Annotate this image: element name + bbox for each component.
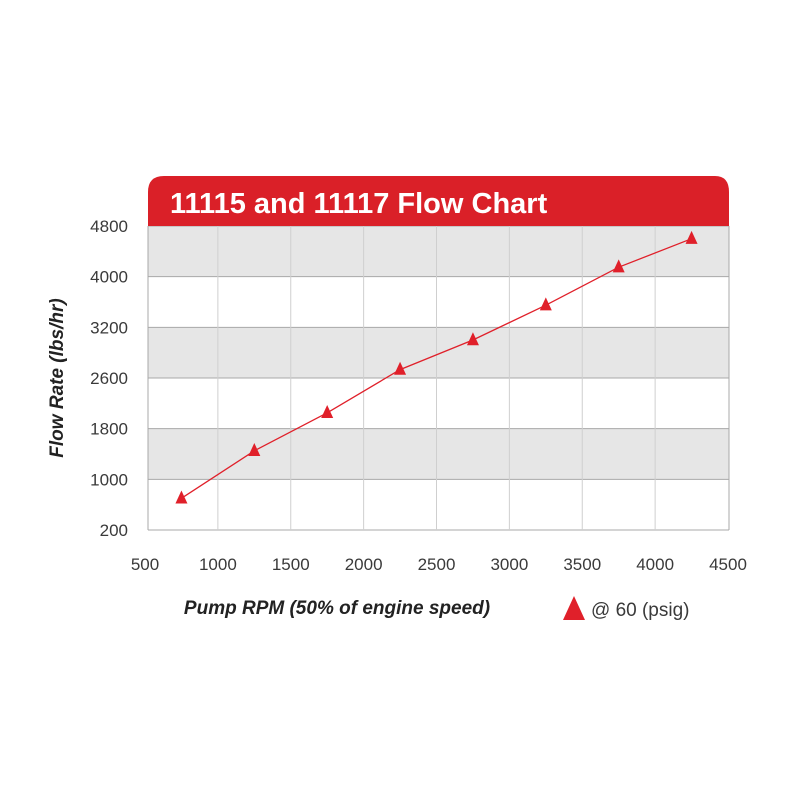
x-tick-label: 3000 <box>490 555 528 574</box>
plot-band <box>148 378 729 429</box>
x-axis-ticks: 500 1000 1500 2000 2500 3000 3500 4000 4500 <box>131 555 747 574</box>
data-point-marker <box>321 405 334 419</box>
y-tick-label: 1800 <box>90 420 128 439</box>
y-tick-label: 4800 <box>90 217 128 236</box>
plot-band <box>148 276 729 328</box>
plot-band <box>148 327 729 378</box>
plot-band <box>148 428 729 480</box>
series-layer <box>175 230 698 504</box>
legend-triangle-icon <box>563 596 585 620</box>
data-point-marker <box>394 361 407 375</box>
x-axis-label: Pump RPM (50% of engine speed) <box>184 598 490 619</box>
x-tick-label: 2500 <box>418 555 456 574</box>
data-point-marker <box>466 332 479 346</box>
series-line <box>181 238 692 499</box>
y-axis-label: Flow Rate (lbs/hr) <box>47 298 68 457</box>
x-tick-label: 1000 <box>199 555 237 574</box>
x-tick-label: 4500 <box>709 555 747 574</box>
x-tick-label: 3500 <box>563 555 601 574</box>
plot-bands <box>148 226 729 530</box>
x-tick-label: 2000 <box>345 555 383 574</box>
plot-border <box>147 226 730 530</box>
y-tick-label: 200 <box>100 521 128 540</box>
data-point-marker <box>175 490 188 504</box>
data-point-marker <box>685 230 698 244</box>
x-tick-label: 1500 <box>272 555 310 574</box>
legend: @ 60 (psig) <box>563 596 690 621</box>
data-point-marker <box>248 443 261 457</box>
y-tick-label: 3200 <box>90 318 128 337</box>
plot-band <box>148 226 729 277</box>
x-tick-label: 4000 <box>636 555 674 574</box>
y-tick-label: 2600 <box>90 369 128 388</box>
y-axis-ticks: 200 1000 1800 2600 3200 4000 4800 <box>90 217 128 540</box>
chart-title: 11115 and 11117 Flow Chart <box>170 188 548 220</box>
title-banner <box>148 176 729 226</box>
y-tick-label: 4000 <box>90 268 128 287</box>
plot-band <box>148 479 729 530</box>
y-tick-label: 1000 <box>90 470 128 489</box>
legend-label: @ 60 (psig) <box>591 600 690 621</box>
data-point-marker <box>539 297 552 311</box>
data-point-marker <box>612 259 625 273</box>
x-tick-label: 500 <box>131 555 159 574</box>
